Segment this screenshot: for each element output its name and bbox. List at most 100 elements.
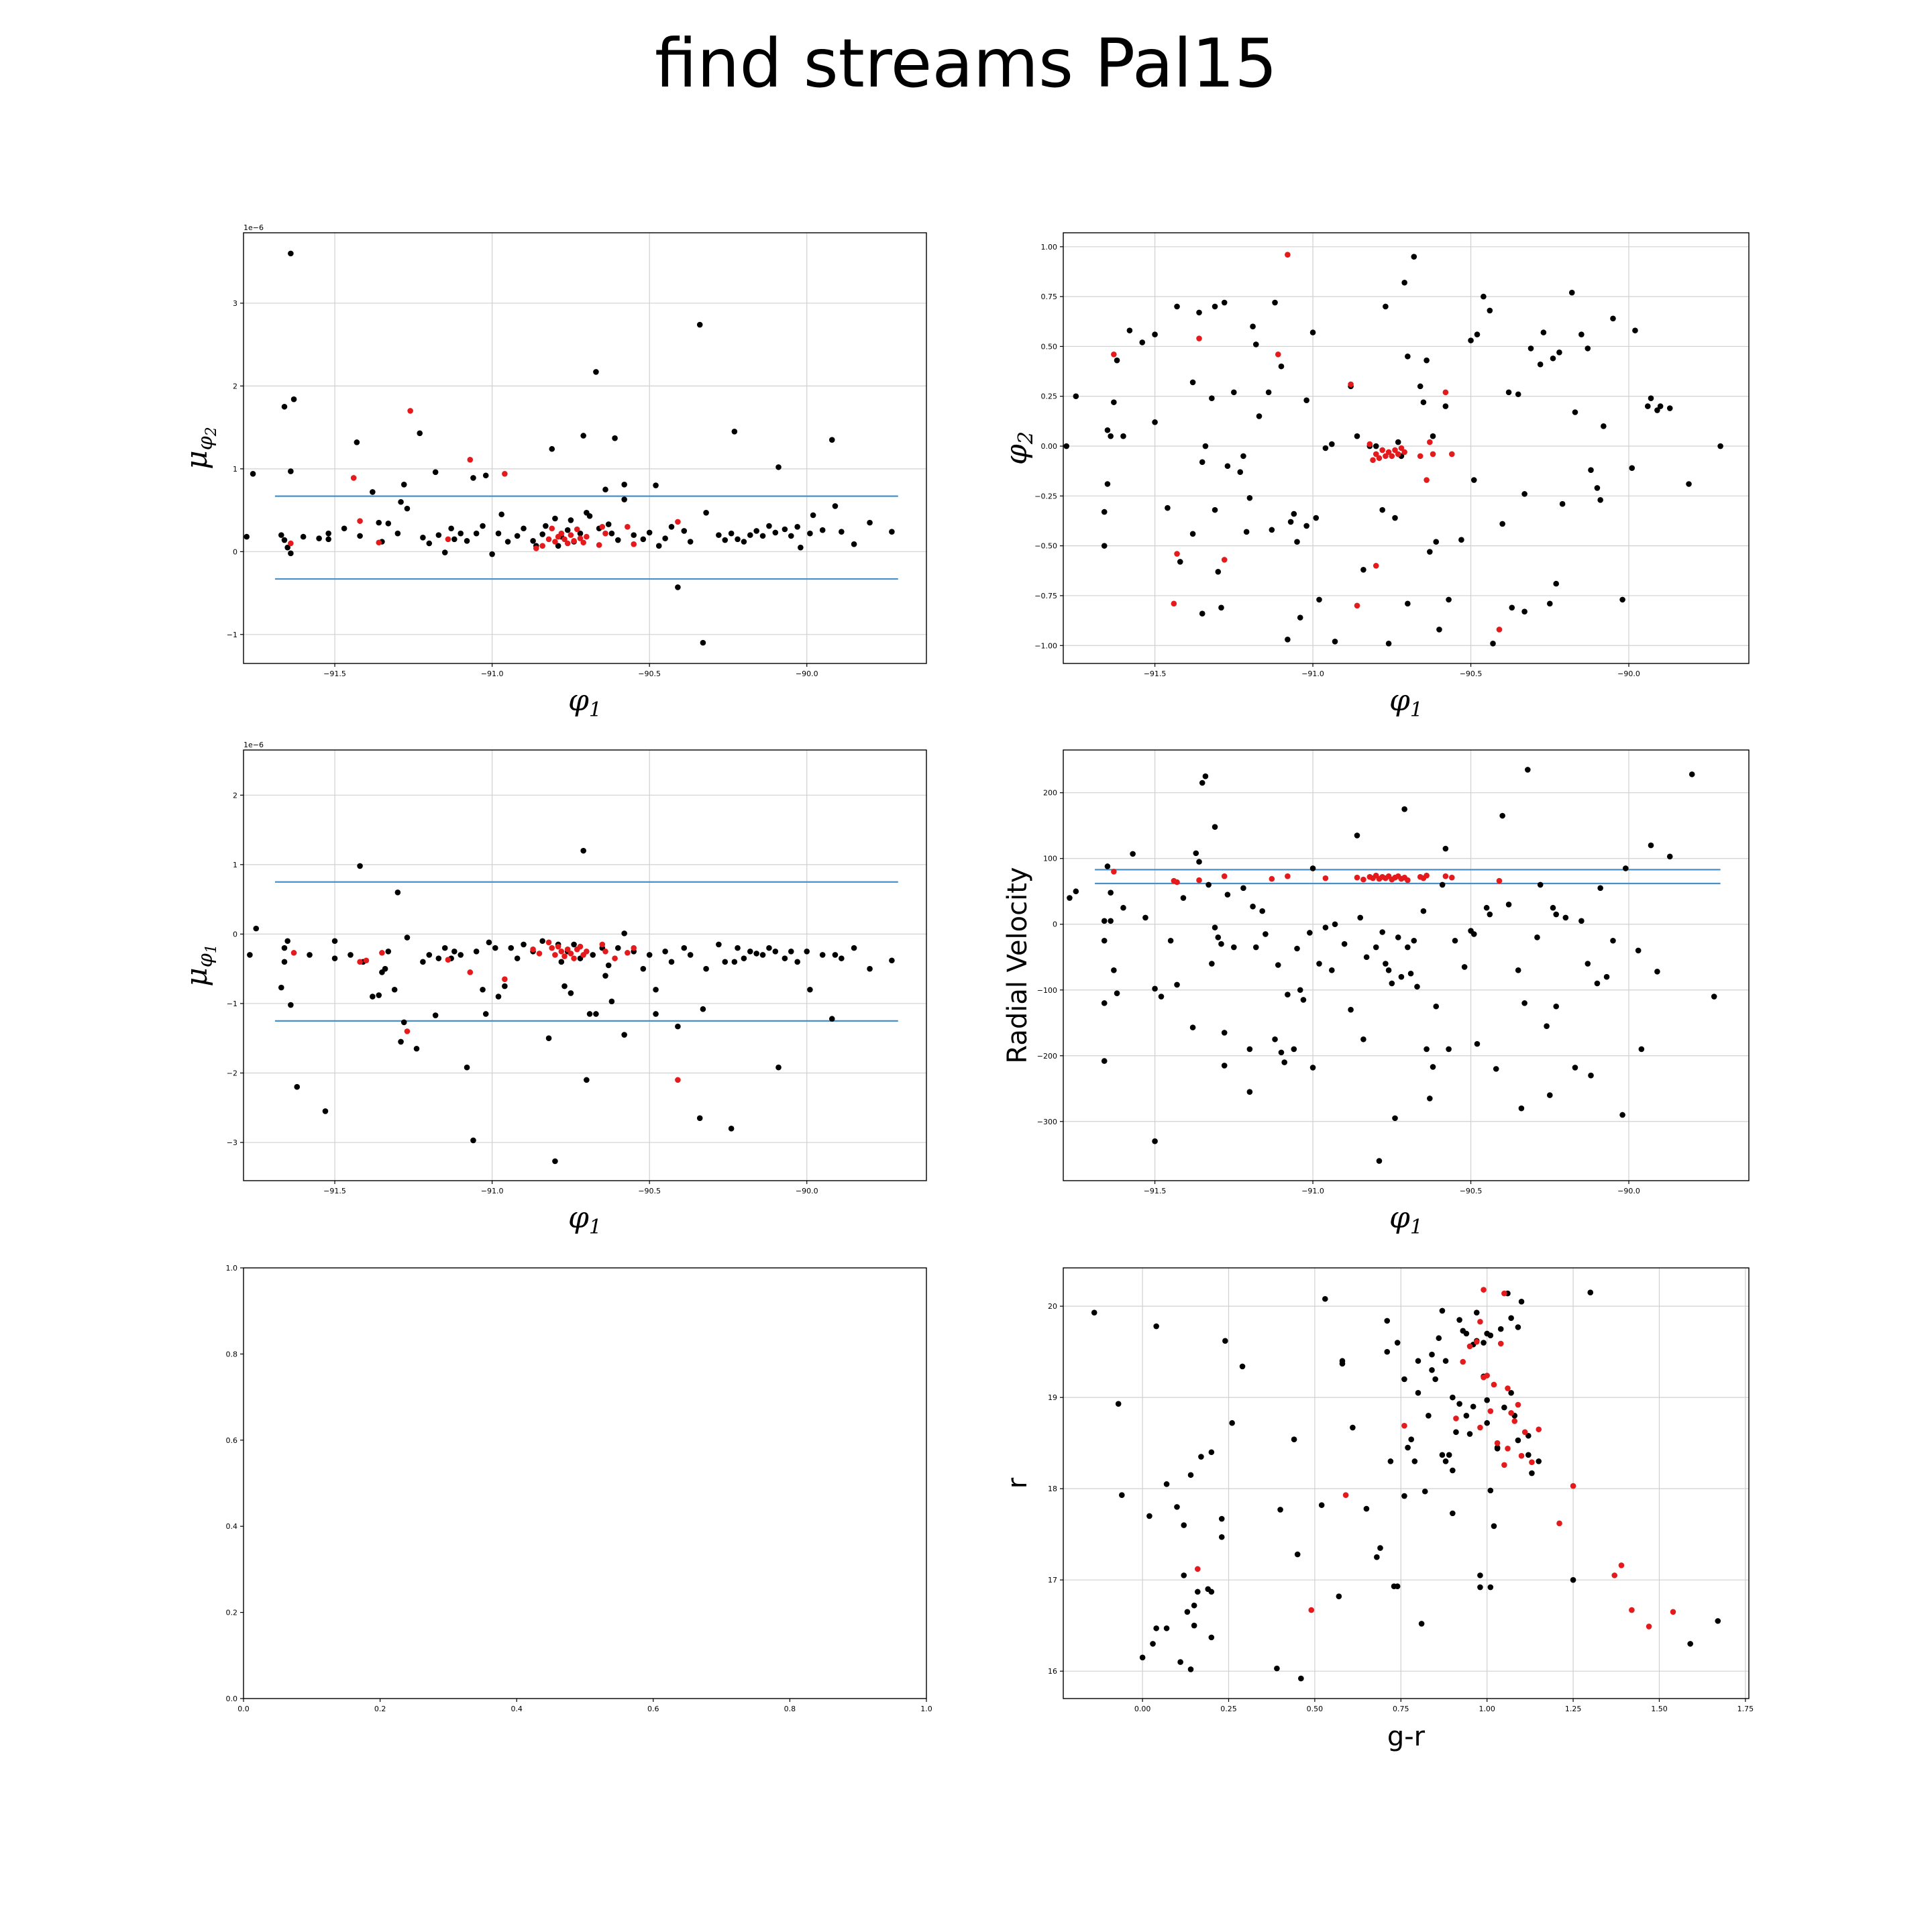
point-member bbox=[1453, 1415, 1459, 1421]
point-member bbox=[1430, 451, 1436, 458]
point-field bbox=[1499, 521, 1505, 527]
point-field bbox=[1231, 389, 1237, 396]
y-tick-label: 2 bbox=[233, 791, 237, 800]
point-field bbox=[1339, 1360, 1346, 1367]
point-field bbox=[1307, 930, 1313, 936]
point-field bbox=[1436, 1335, 1442, 1342]
point-member bbox=[625, 950, 631, 956]
point-field bbox=[1521, 608, 1527, 615]
point-member bbox=[1354, 874, 1360, 881]
point-field bbox=[1439, 881, 1446, 888]
x-tick-label: 1.25 bbox=[1565, 1705, 1582, 1713]
point-field bbox=[621, 482, 627, 488]
point-member bbox=[564, 946, 571, 953]
point-field bbox=[612, 435, 618, 441]
x-tick-label: −90.0 bbox=[1617, 1187, 1640, 1195]
point-field bbox=[1309, 865, 1316, 871]
point-field bbox=[294, 1083, 301, 1090]
point-field bbox=[1091, 1309, 1097, 1316]
point-field bbox=[653, 482, 659, 488]
point-field bbox=[653, 986, 659, 993]
point-field bbox=[1316, 596, 1322, 603]
point-field bbox=[1174, 1504, 1180, 1510]
point-field bbox=[810, 512, 816, 519]
point-field bbox=[530, 537, 536, 544]
x-tick-label: −90.5 bbox=[638, 669, 661, 678]
y-tick-label: −2 bbox=[227, 1069, 237, 1078]
point-field bbox=[492, 945, 498, 951]
point-field bbox=[1212, 924, 1218, 930]
point-field bbox=[687, 539, 694, 545]
point-member bbox=[1370, 457, 1376, 464]
point-member bbox=[533, 545, 539, 551]
point-field bbox=[1481, 293, 1487, 300]
point-field bbox=[1240, 453, 1246, 460]
point-field bbox=[1101, 508, 1108, 515]
point-field bbox=[1585, 961, 1591, 967]
point-field bbox=[480, 523, 486, 529]
point-field bbox=[1395, 934, 1401, 941]
point-field bbox=[1481, 1340, 1487, 1346]
point-field bbox=[1104, 863, 1111, 869]
point-field bbox=[1473, 1309, 1480, 1316]
point-field bbox=[828, 1016, 835, 1022]
point-field bbox=[716, 532, 722, 538]
point-field bbox=[1215, 568, 1222, 575]
point-field bbox=[1146, 1513, 1152, 1519]
point-field bbox=[1401, 806, 1407, 812]
point-member bbox=[1497, 1340, 1504, 1347]
point-field bbox=[819, 952, 826, 958]
point-member bbox=[584, 948, 590, 955]
point-member bbox=[1354, 602, 1360, 609]
point-field bbox=[640, 536, 647, 543]
point-field bbox=[1274, 1665, 1280, 1672]
point-field bbox=[1490, 640, 1496, 647]
point-field bbox=[1666, 405, 1673, 411]
point-field bbox=[696, 1115, 703, 1122]
point-field bbox=[1063, 443, 1070, 449]
point-field bbox=[1494, 1444, 1501, 1451]
point-field bbox=[558, 959, 565, 965]
point-member bbox=[1285, 873, 1291, 879]
point-field bbox=[290, 396, 297, 402]
point-field bbox=[1466, 1431, 1473, 1437]
point-field bbox=[1285, 991, 1291, 998]
point-field bbox=[441, 549, 448, 555]
point-field bbox=[766, 523, 772, 529]
point-field bbox=[716, 941, 722, 948]
point-field bbox=[413, 1045, 420, 1052]
point-field bbox=[1553, 1003, 1560, 1010]
point-field bbox=[1518, 1299, 1525, 1305]
point-member bbox=[1194, 1566, 1201, 1572]
point-field bbox=[1104, 481, 1111, 487]
point-field bbox=[278, 984, 284, 991]
point-member bbox=[1466, 1343, 1473, 1350]
point-field bbox=[1394, 1583, 1401, 1589]
point-field bbox=[1237, 469, 1244, 475]
y-tick-label: 200 bbox=[1043, 789, 1057, 798]
point-field bbox=[788, 533, 794, 539]
point-member bbox=[675, 1077, 681, 1083]
point-field bbox=[1287, 519, 1294, 525]
point-field bbox=[1229, 1419, 1235, 1426]
point-field bbox=[470, 475, 476, 481]
point-member bbox=[1487, 1408, 1494, 1414]
point-field bbox=[646, 529, 653, 536]
x-tick-label: −91.0 bbox=[481, 669, 504, 678]
point-field bbox=[1177, 1659, 1183, 1665]
point-field bbox=[1453, 1429, 1459, 1436]
point-field bbox=[495, 530, 502, 537]
point-field bbox=[1329, 441, 1335, 447]
point-field bbox=[1163, 1481, 1170, 1487]
point-member bbox=[1442, 389, 1449, 396]
point-field bbox=[1218, 1534, 1225, 1540]
x-axis-label: φ1 bbox=[1389, 684, 1423, 722]
point-field bbox=[357, 863, 363, 869]
point-field bbox=[278, 532, 284, 538]
point-field bbox=[1379, 929, 1385, 935]
point-field bbox=[1415, 1358, 1421, 1364]
point-field bbox=[1239, 1363, 1246, 1370]
point-field bbox=[1384, 1348, 1391, 1355]
point-field bbox=[1452, 937, 1458, 944]
point-field bbox=[331, 955, 338, 961]
